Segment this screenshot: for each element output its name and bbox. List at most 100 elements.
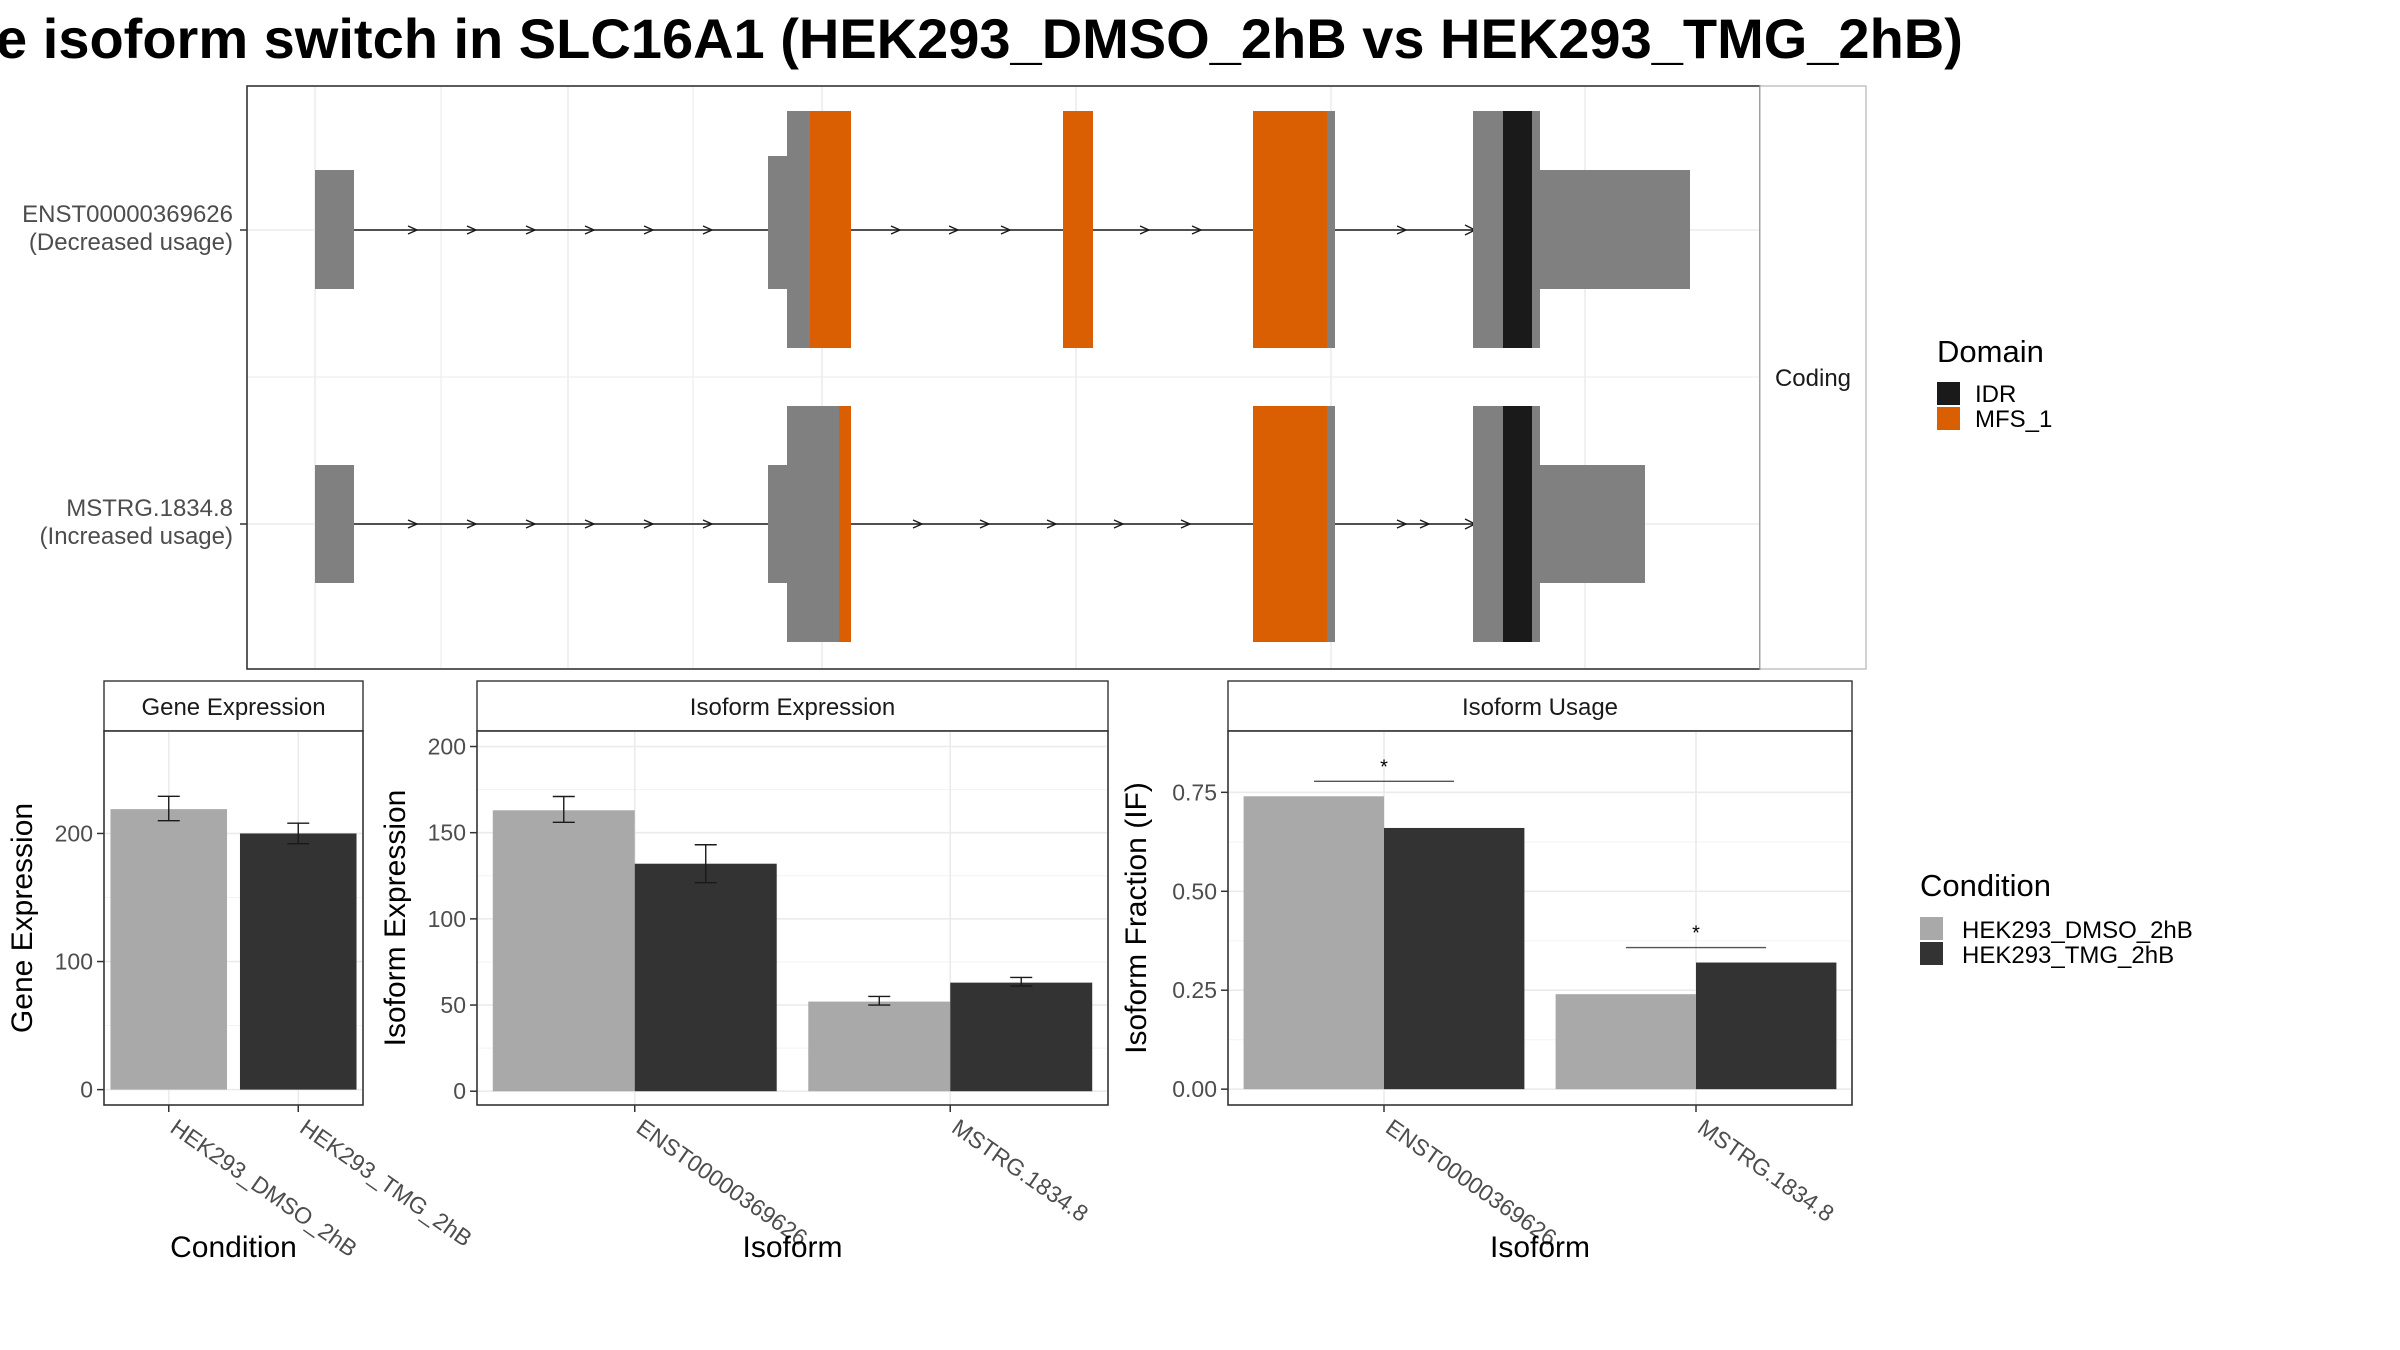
domain-MFS_1 <box>1253 406 1327 642</box>
intron-arrow <box>643 519 655 529</box>
isoform-usage-label: (Increased usage) <box>40 523 233 550</box>
bar-HEK293_TMG_2hB <box>239 833 357 1090</box>
exon <box>787 111 810 348</box>
y-tick-label: 0 <box>453 1078 466 1104</box>
facet-strip <box>1227 680 1853 732</box>
domain-MFS_1 <box>810 111 851 348</box>
intron-arrow <box>1180 519 1192 529</box>
legend-label-HEK293_DMSO_2hB: HEK293_DMSO_2hB <box>1962 917 2193 944</box>
isoform-usage-panel: Isoform Usage0.000.250.500.75*ENST000003… <box>1120 680 1853 1264</box>
y-tick-label: 200 <box>55 820 93 846</box>
intron-arrow <box>466 519 478 529</box>
domain-MFS_1 <box>1253 111 1327 348</box>
domain-IDR <box>1503 406 1532 642</box>
y-tick-label: 100 <box>428 906 466 932</box>
legend-key-IDR <box>1937 382 1960 405</box>
facet-label-coding: Coding <box>1775 365 1851 392</box>
y-axis-title: Gene Expression <box>6 803 39 1033</box>
intron-arrow <box>1396 225 1408 235</box>
intron-arrow <box>948 225 960 235</box>
y-tick-label: 50 <box>440 992 466 1018</box>
legend-label-MFS_1: MFS_1 <box>1975 406 2052 433</box>
legend-key-HEK293_DMSO_2hB <box>1920 917 1943 940</box>
error-bar <box>868 995 891 1006</box>
bar-ENST00000369626-HEK293_DMSO_2hB <box>1243 796 1384 1090</box>
facet-strip <box>476 680 1109 732</box>
bar-ENST00000369626-HEK293_TMG_2hB <box>634 863 777 1092</box>
y-axis-title: Isoform Expression <box>379 790 412 1047</box>
error-bar <box>157 795 180 822</box>
facet-label: Gene Expression <box>141 694 325 721</box>
exon <box>1540 465 1645 583</box>
exon <box>315 170 354 289</box>
intron-arrow <box>1191 225 1203 235</box>
x-axis-title: Isoform <box>1490 1231 1590 1264</box>
y-tick-label: 200 <box>428 734 466 760</box>
intron-arrow <box>407 519 419 529</box>
bar-HEK293_DMSO_2hB <box>110 809 228 1090</box>
error-bar <box>287 822 310 845</box>
error-bar <box>694 844 717 884</box>
isoform-track-ENST00000369626 <box>315 111 1690 348</box>
intron-arrow <box>525 519 537 529</box>
intron-arrow <box>1396 519 1408 529</box>
y-tick-label: 0 <box>80 1077 93 1103</box>
isoform-structure-panel: Coding ENST00000369626(Decreased usage) MS… <box>22 85 1867 670</box>
intron-arrow <box>702 225 714 235</box>
intron-arrow <box>890 225 902 235</box>
x-axis-title: Condition <box>170 1231 297 1264</box>
bar-MSTRG.1834.8-HEK293_DMSO_2hB <box>1555 994 1696 1090</box>
significance-marker: * <box>1380 756 1388 778</box>
x-axis-title: Isoform <box>742 1231 842 1264</box>
facet-strip <box>1759 85 1867 670</box>
intron-arrow <box>584 225 596 235</box>
intron-arrow <box>466 225 478 235</box>
exon <box>768 465 790 583</box>
domain-MFS_1 <box>1063 111 1093 348</box>
isoform-track-MSTRG.1834.8 <box>315 406 1645 642</box>
intron-arrow <box>1419 519 1431 529</box>
y-tick-label: 0.75 <box>1172 779 1217 805</box>
error-bar <box>1010 976 1033 987</box>
y-axis-title: Isoform Fraction (IF) <box>1120 782 1153 1054</box>
exon <box>315 465 354 583</box>
legend-label-IDR: IDR <box>1975 381 2016 408</box>
y-tick-label: 0.00 <box>1172 1076 1217 1102</box>
error-bar <box>552 795 575 824</box>
legend-key-MFS_1 <box>1937 407 1960 430</box>
intron-arrow <box>702 519 714 529</box>
legend-key-HEK293_TMG_2hB <box>1920 942 1943 965</box>
legend-title: Domain <box>1937 334 2044 369</box>
bar-ENST00000369626-HEK293_DMSO_2hB <box>492 810 635 1092</box>
y-tick-label: 150 <box>428 820 466 846</box>
domain-IDR <box>1503 111 1532 348</box>
isoform-name: ENST00000369626 <box>22 201 233 228</box>
x-tick-label: MSTRG.1834.8 <box>947 1114 1093 1227</box>
y-tick-label: 0.25 <box>1172 977 1217 1003</box>
intron-arrow <box>979 519 991 529</box>
intron-arrow <box>1113 519 1125 529</box>
isoform-name: MSTRG.1834.8 <box>66 495 233 522</box>
intron-arrow <box>1046 519 1058 529</box>
intron-arrow <box>912 519 924 529</box>
intron-arrow <box>407 225 419 235</box>
intron-arrow <box>1139 225 1151 235</box>
exon <box>1540 170 1690 289</box>
legend-label-HEK293_TMG_2hB: HEK293_TMG_2hB <box>1962 942 2174 969</box>
significance-marker: * <box>1692 923 1700 945</box>
x-tick-label: MSTRG.1834.8 <box>1693 1114 1839 1227</box>
intron-arrow <box>584 519 596 529</box>
y-tick-label: 100 <box>55 949 93 975</box>
facet-label: Isoform Expression <box>690 694 895 721</box>
intron-arrow <box>643 225 655 235</box>
domain-MFS_1 <box>839 406 851 642</box>
bar-MSTRG.1834.8-HEK293_TMG_2hB <box>1696 962 1837 1090</box>
intron-arrow <box>1000 225 1012 235</box>
y-tick-label: 0.50 <box>1172 878 1217 904</box>
bar-ENST00000369626-HEK293_TMG_2hB <box>1384 827 1525 1090</box>
isoform-usage-label: (Decreased usage) <box>29 229 233 256</box>
facet-label: Isoform Usage <box>1462 694 1618 721</box>
